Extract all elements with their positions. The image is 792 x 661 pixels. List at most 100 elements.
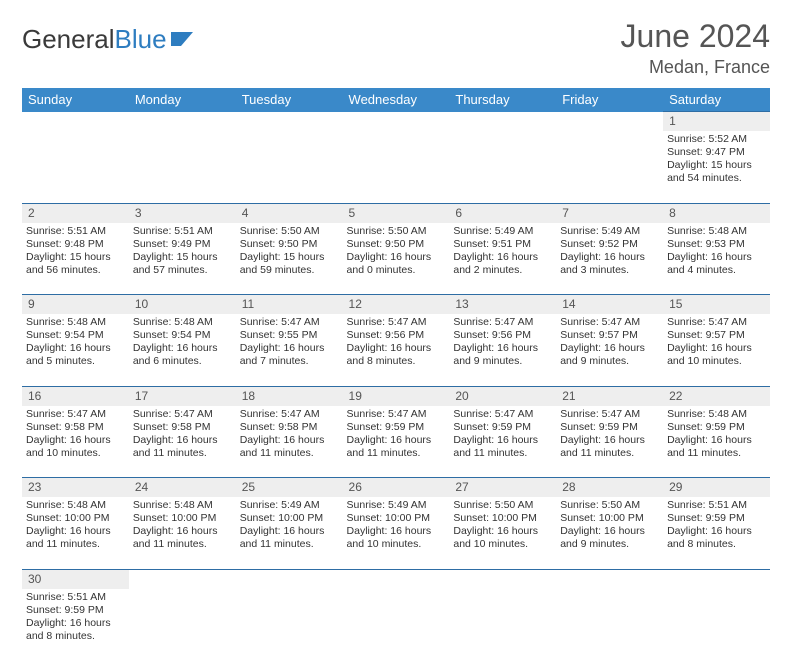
day-number [236, 569, 343, 589]
sunrise-text: Sunrise: 5:48 AM [133, 499, 232, 512]
day-content-row: Sunrise: 5:51 AMSunset: 9:48 PMDaylight:… [22, 223, 770, 295]
day-cell [236, 589, 343, 661]
sunrise-text: Sunrise: 5:49 AM [347, 499, 446, 512]
sunset-text: Sunset: 9:50 PM [240, 238, 339, 251]
sunset-text: Sunset: 9:58 PM [26, 421, 125, 434]
day-header: Thursday [449, 88, 556, 112]
day-content-row: Sunrise: 5:47 AMSunset: 9:58 PMDaylight:… [22, 406, 770, 478]
day-number: 12 [343, 295, 450, 315]
daylight-text: Daylight: 16 hours and 10 minutes. [347, 525, 446, 551]
daylight-text: Daylight: 16 hours and 11 minutes. [26, 525, 125, 551]
day-header: Sunday [22, 88, 129, 112]
day-cell [556, 131, 663, 203]
day-header-row: Sunday Monday Tuesday Wednesday Thursday… [22, 88, 770, 112]
daynum-row: 1 [22, 112, 770, 132]
day-number: 13 [449, 295, 556, 315]
day-number: 28 [556, 478, 663, 498]
sunset-text: Sunset: 9:58 PM [240, 421, 339, 434]
daylight-text: Daylight: 16 hours and 3 minutes. [560, 251, 659, 277]
sunrise-text: Sunrise: 5:48 AM [26, 499, 125, 512]
sunset-text: Sunset: 9:51 PM [453, 238, 552, 251]
header: GeneralBlue June 2024 Medan, France [22, 18, 770, 78]
day-number: 27 [449, 478, 556, 498]
day-number: 7 [556, 203, 663, 223]
daylight-text: Daylight: 16 hours and 0 minutes. [347, 251, 446, 277]
day-cell: Sunrise: 5:51 AMSunset: 9:49 PMDaylight:… [129, 223, 236, 295]
logo-text-blue: Blue [115, 24, 167, 55]
day-number [343, 112, 450, 132]
daylight-text: Daylight: 16 hours and 6 minutes. [133, 342, 232, 368]
daylight-text: Daylight: 16 hours and 11 minutes. [560, 434, 659, 460]
sunrise-text: Sunrise: 5:47 AM [26, 408, 125, 421]
day-header: Saturday [663, 88, 770, 112]
day-cell: Sunrise: 5:48 AMSunset: 9:53 PMDaylight:… [663, 223, 770, 295]
day-cell [129, 589, 236, 661]
sunrise-text: Sunrise: 5:51 AM [133, 225, 232, 238]
sunrise-text: Sunrise: 5:50 AM [240, 225, 339, 238]
sunrise-text: Sunrise: 5:47 AM [240, 408, 339, 421]
day-cell: Sunrise: 5:48 AMSunset: 9:54 PMDaylight:… [129, 314, 236, 386]
daynum-row: 2345678 [22, 203, 770, 223]
day-number: 16 [22, 386, 129, 406]
daylight-text: Daylight: 16 hours and 11 minutes. [240, 434, 339, 460]
day-cell [236, 131, 343, 203]
day-content-row: Sunrise: 5:52 AMSunset: 9:47 PMDaylight:… [22, 131, 770, 203]
sunrise-text: Sunrise: 5:47 AM [453, 408, 552, 421]
daylight-text: Daylight: 16 hours and 7 minutes. [240, 342, 339, 368]
day-cell: Sunrise: 5:47 AMSunset: 9:59 PMDaylight:… [556, 406, 663, 478]
sunset-text: Sunset: 10:00 PM [347, 512, 446, 525]
day-cell: Sunrise: 5:52 AMSunset: 9:47 PMDaylight:… [663, 131, 770, 203]
daylight-text: Daylight: 15 hours and 54 minutes. [667, 159, 766, 185]
day-number: 11 [236, 295, 343, 315]
day-cell: Sunrise: 5:48 AMSunset: 9:59 PMDaylight:… [663, 406, 770, 478]
day-cell [129, 131, 236, 203]
day-cell [22, 131, 129, 203]
sunset-text: Sunset: 9:59 PM [667, 512, 766, 525]
day-number: 23 [22, 478, 129, 498]
sunrise-text: Sunrise: 5:47 AM [133, 408, 232, 421]
daylight-text: Daylight: 16 hours and 10 minutes. [453, 525, 552, 551]
daylight-text: Daylight: 15 hours and 56 minutes. [26, 251, 125, 277]
day-cell [556, 589, 663, 661]
daylight-text: Daylight: 16 hours and 5 minutes. [26, 342, 125, 368]
day-cell: Sunrise: 5:47 AMSunset: 9:56 PMDaylight:… [343, 314, 450, 386]
sunset-text: Sunset: 9:56 PM [453, 329, 552, 342]
sunrise-text: Sunrise: 5:49 AM [240, 499, 339, 512]
day-cell: Sunrise: 5:49 AMSunset: 10:00 PMDaylight… [236, 497, 343, 569]
day-number: 14 [556, 295, 663, 315]
day-cell: Sunrise: 5:47 AMSunset: 9:59 PMDaylight:… [449, 406, 556, 478]
daynum-row: 23242526272829 [22, 478, 770, 498]
day-cell [343, 589, 450, 661]
day-number: 19 [343, 386, 450, 406]
day-cell: Sunrise: 5:47 AMSunset: 9:55 PMDaylight:… [236, 314, 343, 386]
day-cell: Sunrise: 5:48 AMSunset: 10:00 PMDaylight… [129, 497, 236, 569]
sunrise-text: Sunrise: 5:47 AM [347, 316, 446, 329]
day-number: 17 [129, 386, 236, 406]
day-number: 18 [236, 386, 343, 406]
sunrise-text: Sunrise: 5:47 AM [667, 316, 766, 329]
day-number: 4 [236, 203, 343, 223]
sunset-text: Sunset: 9:57 PM [667, 329, 766, 342]
sunrise-text: Sunrise: 5:50 AM [453, 499, 552, 512]
sunset-text: Sunset: 9:47 PM [667, 146, 766, 159]
day-cell: Sunrise: 5:47 AMSunset: 9:57 PMDaylight:… [663, 314, 770, 386]
daylight-text: Daylight: 16 hours and 9 minutes. [453, 342, 552, 368]
daylight-text: Daylight: 16 hours and 8 minutes. [26, 617, 125, 643]
day-number: 10 [129, 295, 236, 315]
daylight-text: Daylight: 16 hours and 11 minutes. [133, 525, 232, 551]
sunset-text: Sunset: 10:00 PM [26, 512, 125, 525]
sunrise-text: Sunrise: 5:47 AM [560, 316, 659, 329]
day-cell [449, 589, 556, 661]
title-block: June 2024 Medan, France [621, 18, 770, 78]
day-number: 6 [449, 203, 556, 223]
day-number [449, 112, 556, 132]
daylight-text: Daylight: 16 hours and 9 minutes. [560, 525, 659, 551]
sunset-text: Sunset: 9:54 PM [26, 329, 125, 342]
sunset-text: Sunset: 9:58 PM [133, 421, 232, 434]
daylight-text: Daylight: 16 hours and 4 minutes. [667, 251, 766, 277]
day-content-row: Sunrise: 5:48 AMSunset: 10:00 PMDaylight… [22, 497, 770, 569]
sunset-text: Sunset: 10:00 PM [453, 512, 552, 525]
day-number [129, 112, 236, 132]
sunrise-text: Sunrise: 5:47 AM [453, 316, 552, 329]
sunset-text: Sunset: 10:00 PM [560, 512, 659, 525]
